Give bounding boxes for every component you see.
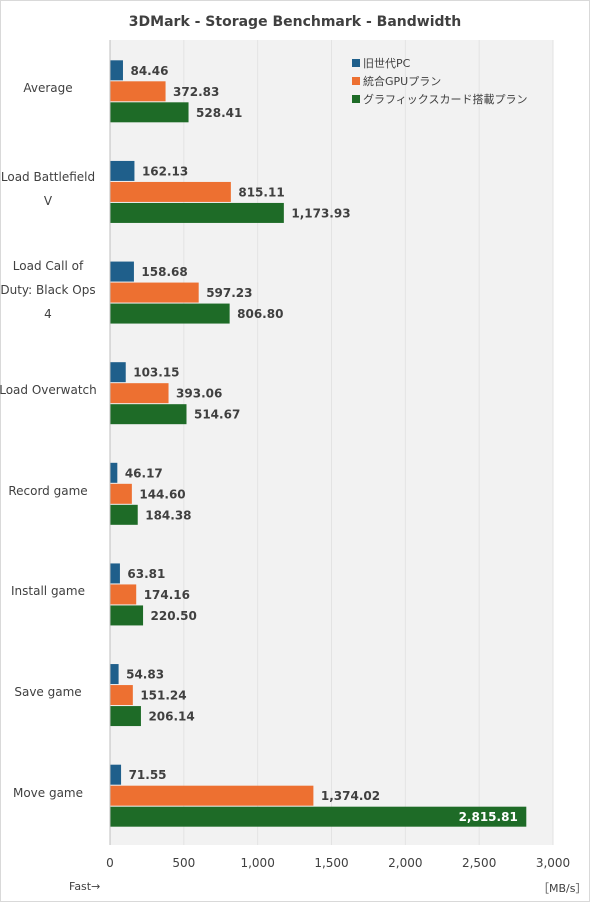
bar-value-label: 84.46 — [130, 64, 168, 78]
bar-value-label: 2,815.81 — [459, 810, 518, 824]
category-label: Load Overwatch — [0, 378, 98, 402]
category-label: Record game — [0, 479, 98, 503]
bar — [110, 806, 527, 827]
bar-value-label: 1,374.02 — [321, 789, 380, 803]
bar — [110, 202, 284, 223]
bar — [110, 160, 135, 181]
x-tick-label: 500 — [172, 856, 196, 870]
bar-value-label: 63.81 — [127, 567, 165, 581]
bar-value-label: 815.11 — [238, 185, 284, 199]
bar-value-label: 206.14 — [148, 710, 194, 724]
bar — [110, 563, 120, 584]
bar-value-label: 71.55 — [129, 768, 167, 782]
bar — [110, 181, 231, 202]
category-label-line: V — [43, 193, 53, 208]
category-label-line: Save game — [14, 685, 82, 700]
bar-value-label: 220.50 — [151, 609, 197, 623]
bar-value-label: 103.15 — [133, 366, 179, 380]
bar — [110, 102, 189, 123]
bar-value-label: 144.60 — [139, 487, 185, 501]
bar — [110, 605, 144, 626]
x-tick-label: 3,000 — [535, 856, 571, 870]
bar — [110, 404, 187, 425]
legend-swatch — [352, 59, 360, 67]
category-label-line: Load Battlefield — [0, 169, 96, 184]
bar-value-label: 158.68 — [141, 265, 187, 279]
x-tick-label: 1,000 — [240, 856, 275, 870]
bar — [110, 462, 118, 483]
legend: 旧世代PC 統合GPUプラングラフィックスカード搭載プラン — [352, 54, 527, 108]
category-label-line: Duty: Black Ops — [0, 282, 96, 297]
bar — [110, 504, 138, 525]
category-label: Save game — [0, 680, 98, 704]
chart-title: 3DMark - Storage Benchmark - Bandwidth — [128, 14, 462, 30]
unit-label: ［MB/s］ — [538, 882, 587, 895]
legend-label: グラフィックスカード搭載プラン — [363, 93, 528, 106]
bar — [110, 664, 119, 685]
category-label-line: Move game — [12, 785, 84, 800]
bar — [110, 785, 314, 806]
category-label-line: Load Call of — [12, 258, 84, 273]
category-label: Average — [0, 76, 98, 100]
legend-item: 旧世代PC — [352, 54, 527, 72]
bar — [110, 282, 199, 303]
x-tick-label: 0 — [106, 856, 114, 870]
bar — [110, 764, 122, 785]
legend-label: 統合GPUプラン — [363, 75, 442, 88]
legend-item: 統合GPUプラン — [352, 72, 527, 90]
category-label: Load Call of Duty: Black Ops 4 — [0, 254, 98, 326]
legend-swatch — [352, 77, 360, 85]
bar — [110, 362, 126, 383]
category-label-line: Record game — [8, 483, 88, 498]
bar-value-label: 514.67 — [194, 408, 240, 422]
category-label-line: Install game — [11, 584, 85, 599]
bar-value-label: 528.41 — [196, 106, 242, 120]
bar-value-label: 184.38 — [145, 508, 191, 522]
bar — [110, 685, 133, 706]
bar-value-label: 372.83 — [173, 85, 219, 99]
bar-value-label: 597.23 — [206, 286, 252, 300]
category-label-line: 4 — [44, 306, 52, 321]
bar — [110, 81, 166, 102]
bar — [110, 584, 137, 605]
category-label: Load Battlefield V — [0, 165, 98, 213]
legend-item: グラフィックスカード搭載プラン — [352, 90, 527, 108]
bar — [110, 483, 132, 504]
category-label: Move game — [0, 781, 98, 805]
direction-note: Fast→ — [69, 880, 101, 893]
x-tick-label: 1,500 — [314, 856, 349, 870]
bar-value-label: 1,173.93 — [291, 206, 350, 220]
legend-label: 旧世代PC — [363, 57, 411, 70]
x-tick-label: 2,000 — [388, 856, 423, 870]
bar-value-label: 151.24 — [140, 689, 186, 703]
bar — [110, 261, 134, 282]
bar-value-label: 393.06 — [176, 387, 222, 401]
bar-value-label: 46.17 — [125, 466, 163, 480]
x-tick-label: 2,500 — [461, 856, 497, 870]
category-label: Install game — [0, 579, 98, 603]
category-label-line: Average — [23, 81, 73, 96]
bar — [110, 303, 230, 324]
bar-value-label: 806.80 — [237, 307, 283, 321]
bar — [110, 383, 169, 404]
bar-value-label: 54.83 — [126, 668, 164, 682]
bar-value-label: 174.16 — [144, 588, 190, 602]
category-label-line: Load Overwatch — [0, 383, 97, 398]
bar — [110, 706, 141, 727]
bar — [110, 60, 123, 81]
legend-swatch — [352, 95, 360, 103]
bar-value-label: 162.13 — [142, 164, 188, 178]
